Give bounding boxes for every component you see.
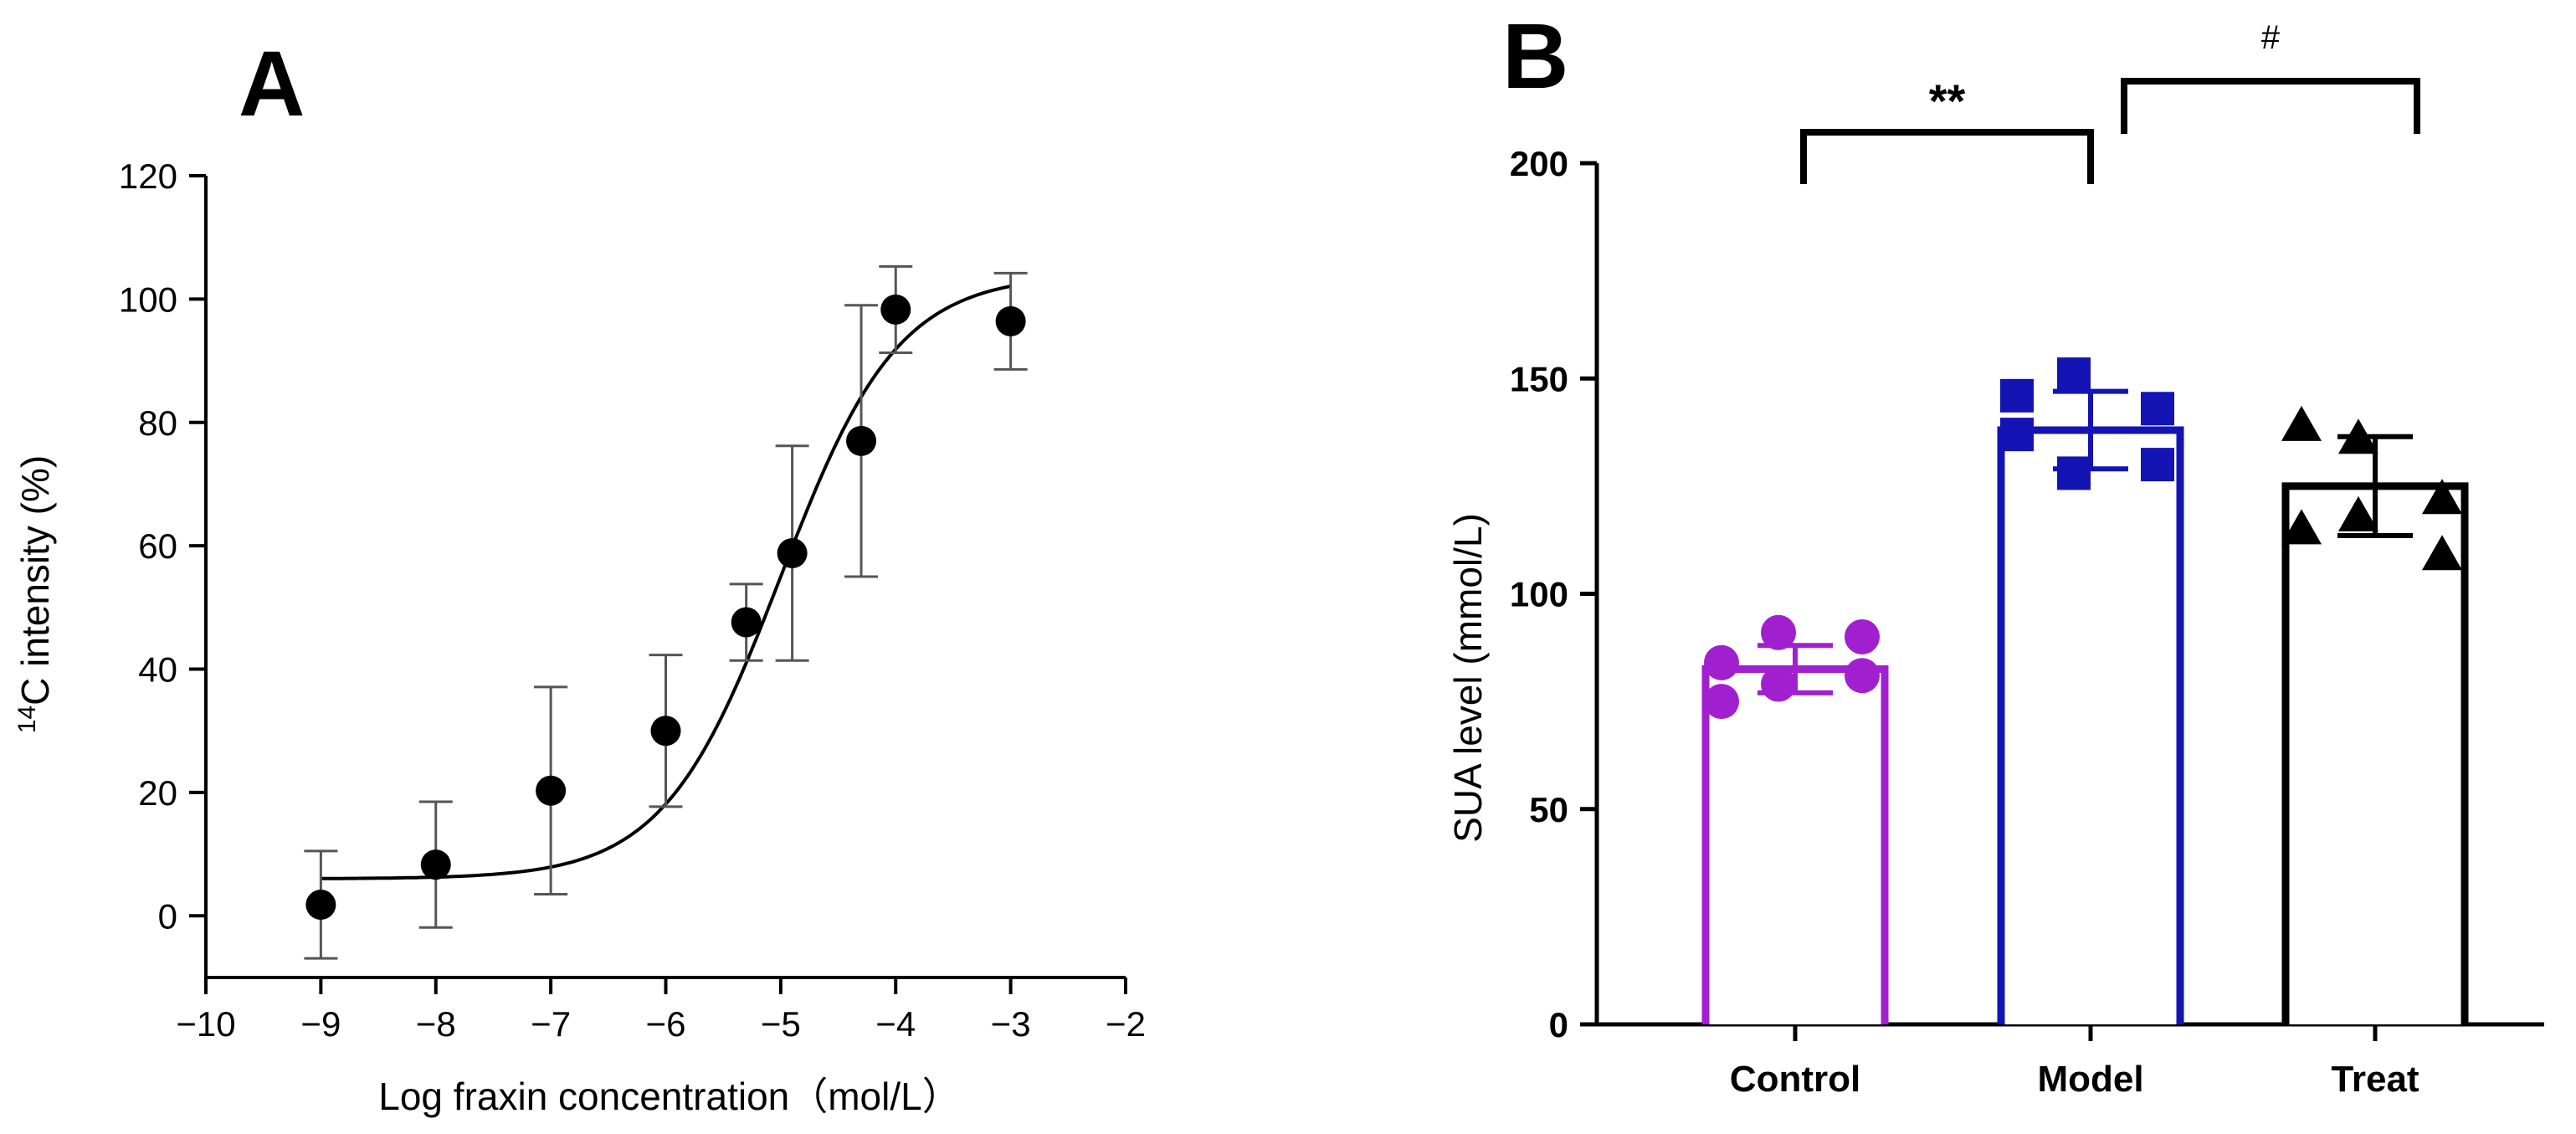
panel-a-y-tick-label: 40 [138, 650, 177, 690]
panel-a-y-tick-label: 20 [138, 773, 177, 813]
panel-b-data-point [1704, 644, 1739, 680]
panel-b-y-tick-label: 150 [1510, 359, 1568, 398]
panel-b-data-point [1845, 658, 1880, 694]
panel-a-x-tick-label: −6 [646, 1004, 686, 1044]
panel-a-data-point [536, 775, 567, 806]
panel-b-data-point [2422, 479, 2462, 515]
panel-b-data-point [2057, 357, 2091, 392]
panel-a-x-tick-label: −9 [300, 1004, 341, 1044]
panel-b-data-point [1761, 666, 1796, 702]
panel-b-data-point [2338, 418, 2378, 454]
panel-b-data-point [2141, 392, 2174, 426]
panel-b-data-point [1704, 684, 1739, 720]
panel-a-x-tick-label: −7 [531, 1004, 571, 1044]
panel-b: B 0 50 100 150 200 Control Model Treat ** # SUA … [1446, 5, 2544, 1100]
panel-a-data-point [777, 537, 808, 568]
panel-a-y-tick-label: 80 [138, 403, 177, 443]
panel-a-y-tick-label: 0 [158, 896, 177, 936]
panel-b-data-point [2057, 456, 2091, 490]
panel-b-category-label: Control [1730, 1059, 1860, 1100]
panel-b-y-tick-label: 100 [1510, 575, 1568, 614]
panel-a-y-tick-label: 100 [119, 280, 177, 319]
panel-b-category-label: Model [2037, 1059, 2143, 1100]
panel-b-letter: B [1502, 5, 1568, 108]
panel-a: A 0 20 40 60 80 100 120 −10 −9 −8 −7 −6 −5 −4 −3 −2 Log… [13, 33, 1146, 1118]
panel-a-data-point [420, 849, 451, 880]
panel-b-significance-bracket [2121, 78, 2420, 134]
panel-a-data-point [880, 294, 911, 325]
panel-a-x-tick-label: −3 [991, 1004, 1031, 1044]
panel-b-data-point [2338, 495, 2378, 531]
panel-a-axes: 0 20 40 60 80 100 120 −10 −9 −8 −7 −6 −5 −4 −3 −2 [119, 157, 1146, 1044]
panel-a-marks [304, 264, 1028, 960]
panel-a-data-point [305, 890, 336, 921]
panel-b-significance-label: ** [1929, 74, 1966, 127]
panel-a-data-point [995, 305, 1026, 336]
panel-a-x-tick-label: −10 [176, 1004, 235, 1044]
panel-b-data-point [2000, 418, 2034, 452]
panel-b-significance-bracket [1800, 129, 2094, 184]
panel-a-x-tick-label: −8 [416, 1004, 456, 1044]
panel-a-data-point [846, 425, 877, 456]
panel-a-x-tick-label: −5 [761, 1004, 801, 1044]
panel-b-y-axis-title: SUA level (mmol/L) [1446, 513, 1490, 843]
panel-a-x-tick-label: −4 [875, 1004, 916, 1044]
panel-a-y-axis-title: 14C intensity (%) [13, 455, 58, 733]
panel-a-y-tick-label: 60 [138, 526, 177, 566]
panel-a-y-axis-text: C intensity (%) [13, 455, 57, 706]
panel-b-y-tick-label: 50 [1529, 790, 1568, 829]
panel-a-data-point [650, 716, 681, 747]
panel-b-bar [1997, 426, 2184, 1024]
panel-b-bar [1701, 665, 1889, 1024]
panel-a-letter: A [239, 33, 305, 136]
panel-b-marks: ** # [1701, 19, 2469, 1024]
panel-b-data-point [2281, 509, 2322, 545]
panel-a-y-tick-label: 120 [119, 157, 177, 196]
panel-a-data-point [731, 607, 762, 638]
panel-b-data-point [1845, 618, 1880, 654]
panel-a-y-axis-superscript: 14 [13, 706, 41, 733]
panel-a-x-tick-label: −2 [1106, 1004, 1146, 1044]
panel-b-data-point [2000, 378, 2034, 413]
panel-a-x-axis-title: Log fraxin concentration（mol/L） [378, 1075, 960, 1118]
panel-b-data-point [2422, 535, 2462, 571]
panel-b-data-point [2281, 405, 2322, 441]
panel-b-category-label: Treat [2331, 1059, 2419, 1100]
panel-b-y-tick-label: 0 [1549, 1005, 1568, 1044]
panel-b-data-point [2141, 448, 2174, 482]
panel-b-data-point [1761, 614, 1796, 650]
panel-b-y-tick-label: 200 [1510, 144, 1568, 183]
panel-b-significance-label: # [2261, 19, 2281, 56]
